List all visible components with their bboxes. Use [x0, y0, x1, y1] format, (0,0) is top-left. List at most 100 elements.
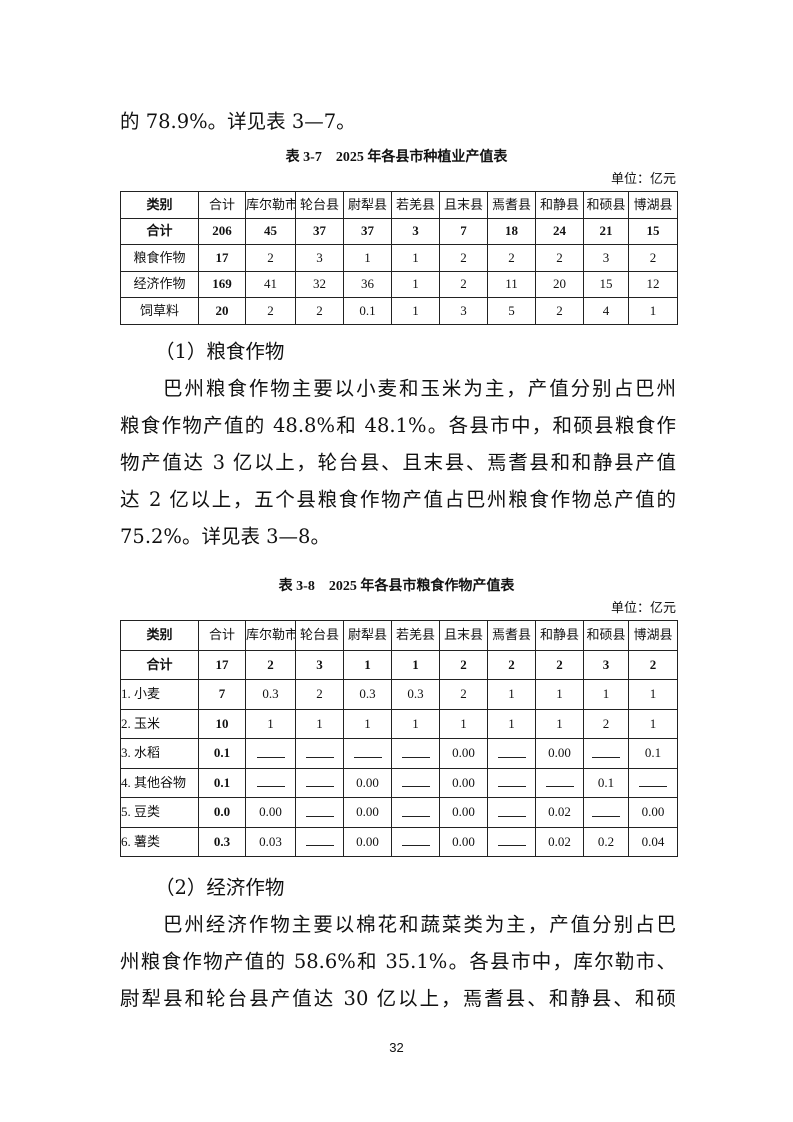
table-cell: 1 [391, 649, 440, 680]
table-cell: 2 [245, 244, 296, 272]
table-cell: 2 [439, 244, 488, 272]
column-header: 和硕县 [583, 620, 629, 651]
column-header: 且末县 [439, 620, 488, 651]
column-header: 焉耆县 [487, 620, 536, 651]
table-cell: 1 [487, 708, 536, 739]
dash-placeholder [353, 745, 382, 758]
table-row: 5. 豆类 0.0 0.00 0.00 0.00 0.02 0.00 [120, 797, 678, 828]
empty-cell [245, 738, 296, 769]
empty-cell [343, 738, 392, 769]
dash-placeholder [305, 804, 334, 817]
table-cell: 2 [295, 297, 344, 325]
empty-cell [628, 767, 678, 798]
table2-unit: 单位：亿元 [610, 601, 676, 616]
row-label: 经济作物 [120, 270, 199, 298]
table-cell: 1 [487, 679, 536, 710]
table-cell: 3 [583, 649, 629, 680]
table-cell: 0.00 [439, 826, 488, 857]
table-cell: 0.2 [583, 826, 629, 857]
dash-placeholder [401, 804, 430, 817]
column-header: 尉犁县 [343, 620, 392, 651]
row-label: 粮食作物 [120, 244, 199, 272]
table-cell: 2 [487, 649, 536, 680]
empty-cell [245, 767, 296, 798]
column-header: 和静县 [535, 191, 584, 219]
row-label: 4. 其他谷物 [120, 767, 199, 798]
table-cell: 0.04 [628, 826, 678, 857]
empty-cell [391, 826, 440, 857]
dash-placeholder [401, 833, 430, 847]
column-header: 若羌县 [391, 191, 440, 219]
page-number: 32 [389, 1040, 404, 1055]
table-cell: 7 [198, 679, 246, 710]
row-label: 合计 [120, 217, 199, 245]
table-cell: 2 [628, 244, 678, 272]
table-cell: 7 [439, 217, 488, 245]
table-row: 6. 薯类 0.3 0.03 0.00 0.00 0.02 0.2 0.04 [120, 826, 678, 857]
table-cell: 0.00 [439, 738, 488, 769]
table-row: 经济作物 169 41 32 36 1 2 11 20 15 12 [120, 270, 678, 298]
empty-cell [535, 767, 584, 798]
table-cell: 1 [343, 244, 392, 272]
table-cell: 0.00 [439, 797, 488, 828]
column-header: 和硕县 [583, 191, 629, 219]
dash-placeholder [497, 833, 526, 847]
table-cell: 0.00 [628, 797, 678, 828]
empty-cell [295, 797, 344, 828]
row-label: 5. 豆类 [120, 797, 199, 828]
table-row: 4. 其他谷物 0.1 0.00 0.00 0.1 [120, 767, 678, 798]
table-cell: 1 [295, 708, 344, 739]
empty-cell [391, 767, 440, 798]
table-row: 2. 玉米 10 1 1 1 1 1 1 1 2 1 [120, 708, 678, 739]
table-cell: 0.02 [535, 826, 584, 857]
table-cell: 1 [628, 708, 678, 739]
table2-caption: 表 3-8 2025 年各县市粮食作物产值表 [278, 579, 515, 594]
table-cell: 1 [343, 708, 392, 739]
column-header: 库尔勒市 [245, 191, 296, 219]
paragraph-line: 粮食作物产值的 48.8%和 48.1%。各县市中，和硕县粮食作 [120, 414, 676, 437]
column-header: 类别 [120, 620, 199, 651]
table-cell: 1 [391, 297, 440, 325]
table-cell: 20 [198, 297, 246, 325]
table-cell: 0.3 [245, 679, 296, 710]
table-cell: 0.00 [535, 738, 584, 769]
table-cell: 3 [391, 217, 440, 245]
table-cell: 2 [487, 244, 536, 272]
table-cell: 2 [439, 649, 488, 680]
column-header: 若羌县 [391, 620, 440, 651]
empty-cell [487, 738, 536, 769]
paragraph-line: 巴州粮食作物主要以小麦和玉米为主，产值分别占巴州 [163, 377, 676, 400]
row-label: 合计 [120, 649, 199, 680]
table-cell: 0.00 [245, 797, 296, 828]
table-cell: 0.00 [343, 826, 392, 857]
header-row: 类别 合计 库尔勒市 轮台县 尉犁县 若羌县 且末县 焉耆县 和静县 和硕县 博湖县 [120, 191, 678, 219]
table-cell: 2 [439, 679, 488, 710]
table-cell: 20 [535, 270, 584, 298]
table-3-7: 类别 合计 库尔勒市 轮台县 尉犁县 若羌县 且末县 焉耆县 和静县 和硕县 博湖县 合计 206 45 3… [120, 191, 678, 325]
table-cell: 17 [198, 649, 246, 680]
table-cell: 2 [535, 244, 584, 272]
table-cell: 1 [391, 244, 440, 272]
header-row: 类别 合计 库尔勒市 轮台县 尉犁县 若羌县 且末县 焉耆县 和静县 和硕县 博湖县 [120, 620, 678, 651]
dash-placeholder [497, 804, 526, 817]
table-cell: 3 [295, 649, 344, 680]
table-cell: 36 [343, 270, 392, 298]
dash-placeholder [497, 745, 526, 758]
table-cell: 1 [391, 708, 440, 739]
paragraph-line: 尉犁县和轮台县产值达 30 亿以上，焉耆县、和静县、和硕 [120, 987, 676, 1010]
table-cell: 1 [628, 679, 678, 710]
table-cell: 45 [245, 217, 296, 245]
table-cell: 21 [583, 217, 629, 245]
dash-placeholder [305, 745, 334, 758]
column-header: 合计 [198, 191, 246, 219]
table-row: 3. 水稻 0.1 0.00 0.00 0.1 [120, 738, 678, 769]
empty-cell [295, 738, 344, 769]
table-cell: 1 [628, 297, 678, 325]
dash-placeholder [401, 774, 430, 788]
table-cell: 0.1 [198, 767, 246, 798]
table-row: 1. 小麦 7 0.3 2 0.3 0.3 2 1 1 1 1 [120, 679, 678, 710]
table-cell: 12 [628, 270, 678, 298]
table-cell: 2 [535, 297, 584, 325]
table-cell: 0.0 [198, 797, 246, 828]
table-row: 粮食作物 17 2 3 1 1 2 2 2 3 2 [120, 244, 678, 272]
